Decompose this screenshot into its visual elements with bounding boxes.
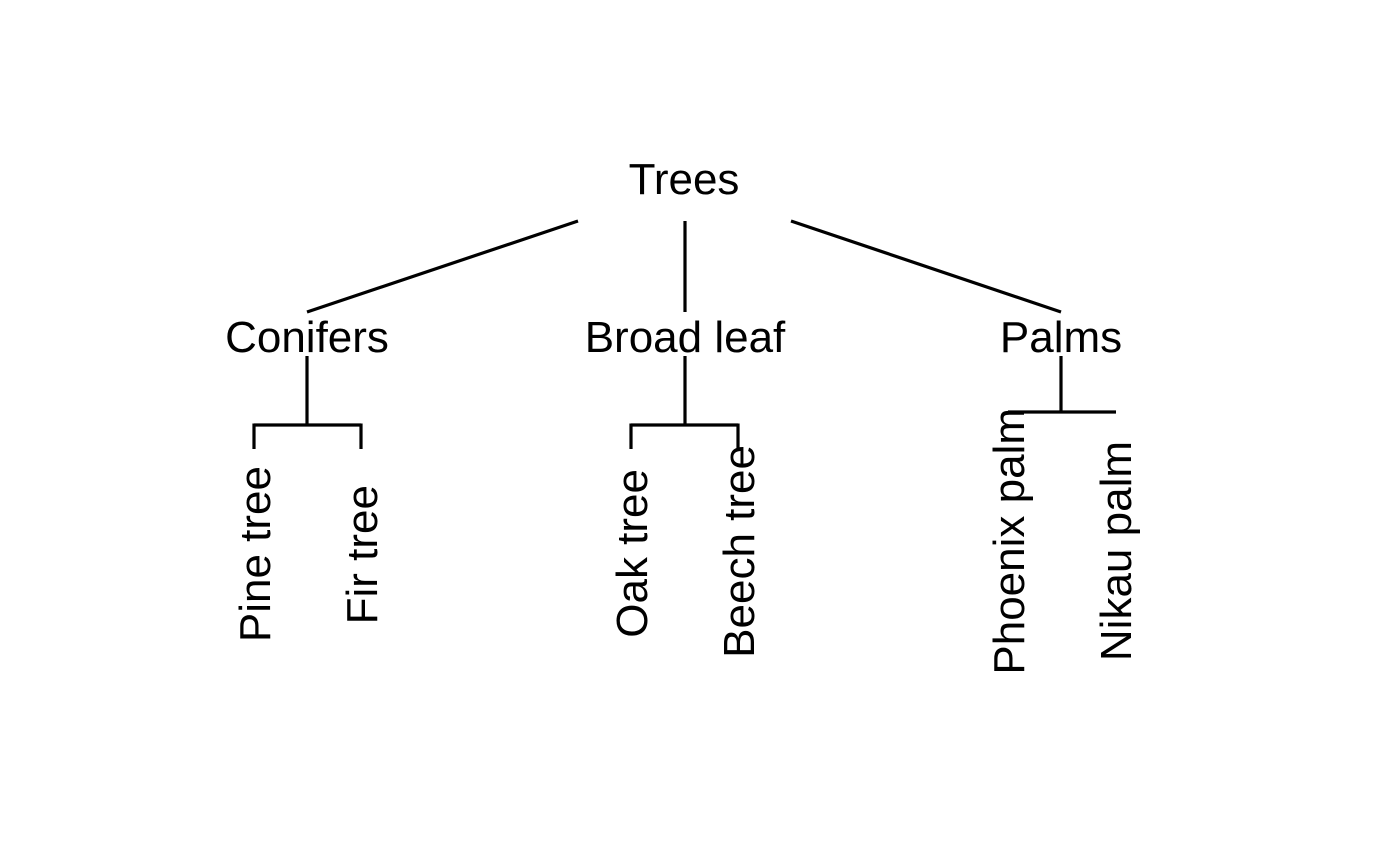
leaf-label-oak-tree: Oak tree xyxy=(608,469,657,638)
leaf-label-fir-tree: Fir tree xyxy=(338,485,387,624)
group-label-palms: Palms xyxy=(1000,313,1122,362)
leaf-labels: Pine tree Fir tree Oak tree Beech tree P… xyxy=(231,408,1141,675)
leaf-label-nikau-palm: Nikau palm xyxy=(1092,441,1141,661)
edge-root-palms xyxy=(790,219,1062,314)
leaf-label-beech-tree: Beech tree xyxy=(715,445,764,658)
root-label: Trees xyxy=(629,155,740,204)
group-label-conifers: Conifers xyxy=(225,313,389,362)
leaf-label-phoenix-palm: Phoenix palm xyxy=(985,408,1034,675)
edge-root-conifers xyxy=(306,219,579,314)
leaf-label-pine-tree: Pine tree xyxy=(231,466,280,642)
group-label-broad-leaf: Broad leaf xyxy=(585,313,786,362)
